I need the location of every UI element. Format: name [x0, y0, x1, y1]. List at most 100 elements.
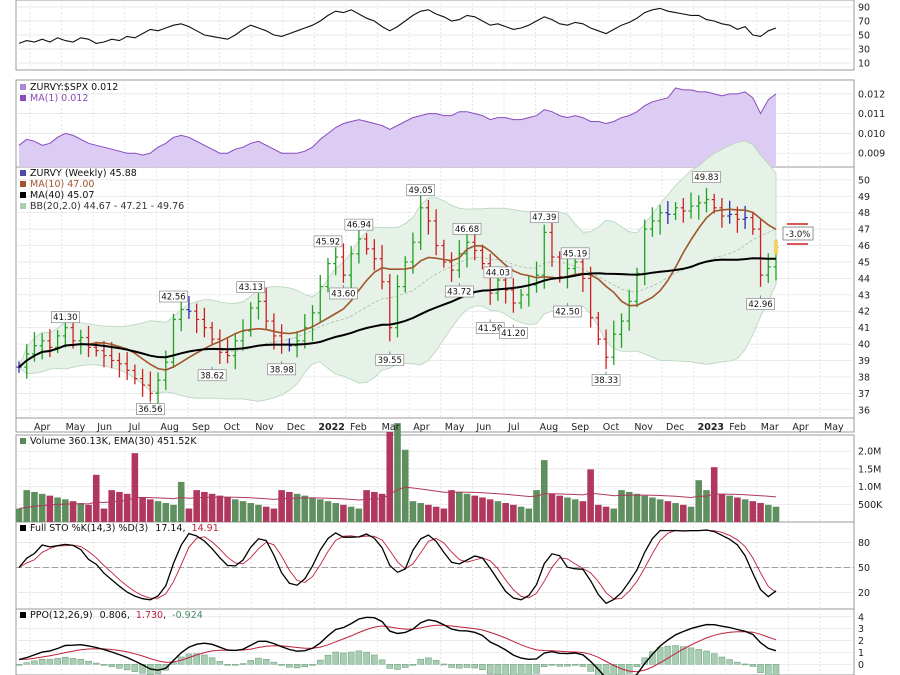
ppo-histogram-bar	[216, 661, 224, 665]
ppo-histogram-bar	[317, 659, 324, 665]
x-tick-label: Aug	[540, 422, 559, 433]
last-price-marker	[774, 240, 778, 255]
volume-bar	[231, 499, 239, 522]
ppo-histogram-bar	[347, 651, 355, 665]
ppo-histogram-bar	[425, 657, 432, 665]
volume-bar	[46, 495, 54, 522]
ppo-histogram-bar	[332, 651, 339, 665]
price-callout-box	[51, 311, 80, 324]
price-callout-box	[591, 374, 621, 386]
volume-bar	[510, 504, 517, 522]
top-axis-tick-label: 30	[858, 45, 870, 56]
volume-bar	[680, 504, 687, 522]
sto-axis-tick-label: 20	[858, 588, 870, 599]
ppo-histogram-bar	[131, 664, 139, 672]
volume-bar	[100, 508, 108, 522]
ppo-histogram-bar	[510, 664, 517, 675]
price-axis-tick-label: 40	[858, 340, 870, 351]
volume-bar	[409, 501, 417, 522]
price-axis-tick-label: 49	[858, 192, 870, 203]
price-axis-tick-label: 42	[858, 307, 870, 318]
volume-bar	[239, 501, 247, 522]
ppo-histogram-bar	[579, 664, 587, 667]
ppo-histogram-bar	[23, 662, 30, 665]
ppo-histogram-bar	[587, 664, 594, 672]
price-callout-label: 43.72	[447, 287, 471, 297]
ppo-histogram-bar	[340, 652, 347, 665]
x-tick-label: May	[66, 422, 86, 433]
volume-bar	[301, 495, 309, 522]
price-callout-label: 44.03	[486, 268, 510, 278]
ppo-histogram-bar	[224, 664, 231, 666]
price-callout-label: 42.96	[748, 300, 772, 310]
price-callout-label: 47.39	[532, 213, 556, 223]
price-callout-box	[444, 285, 474, 298]
price-legend: ZURVY (Weekly) 45.88 MA(10) 47.00 MA(40)…	[20, 168, 184, 212]
ppo-histogram-bar	[610, 664, 618, 675]
ppo-legend: PPO(12,26,9) 0.806, 1.730, -0.924	[20, 610, 203, 621]
volume-bar	[741, 499, 749, 522]
volume-bar	[85, 504, 92, 522]
volume-bar	[262, 506, 270, 522]
volume-bar	[54, 497, 61, 522]
volume-bar	[324, 501, 332, 522]
x-tick-label: Jul	[507, 422, 519, 433]
volume-bar	[340, 504, 347, 522]
volume-ema-line	[18, 486, 777, 509]
volume-bar	[633, 493, 641, 522]
volume-bar	[394, 423, 401, 522]
ppo-histogram-bar	[92, 662, 100, 665]
price-callout-label: 42.50	[555, 308, 579, 318]
ppo-histogram-bar	[363, 651, 370, 665]
ppo-histogram-bar	[664, 645, 672, 665]
ppo-histogram-bar	[533, 664, 540, 674]
volume-bar	[224, 497, 231, 522]
volume-bar	[556, 495, 564, 522]
volume-bar	[517, 506, 525, 522]
ppo-histogram-bar	[201, 654, 208, 665]
volume-axis-tick-label: 1.0M	[858, 482, 881, 493]
ppo-histogram-bar	[556, 664, 563, 667]
volume-bar	[734, 497, 741, 522]
volume-bar	[185, 508, 193, 522]
volume-axis-tick-label: 2.0M	[858, 447, 881, 458]
x-tick-label: Jul	[128, 422, 140, 433]
rs-axis-tick-label: 0.009	[858, 149, 885, 160]
ppo-histogram-bar	[232, 664, 239, 666]
volume-bar	[425, 504, 432, 522]
ppo-histogram-bar	[270, 661, 278, 665]
volume-bar	[764, 504, 772, 522]
ppo-histogram-bar	[54, 658, 61, 665]
price-callout-label: 49.05	[409, 186, 433, 196]
price-callout-box	[560, 247, 590, 260]
price-axis-tick-label: 37	[858, 389, 870, 400]
volume-bar	[286, 491, 293, 522]
volume-bar	[656, 499, 664, 522]
volume-bar	[625, 491, 633, 522]
ppo-histogram-bar	[625, 664, 633, 674]
price-axis-tick-label: 36	[858, 405, 870, 416]
ppo-histogram-bar	[15, 664, 23, 666]
ppo-histogram-bar	[46, 659, 54, 665]
price-callout-box	[375, 354, 405, 366]
ppo-histogram-bar	[409, 664, 417, 666]
top-indicator-layer	[18, 7, 777, 44]
top-axis-tick-label: 50	[858, 31, 870, 42]
price-callout-label: 43.60	[331, 289, 355, 299]
ppo-histogram-bar	[355, 650, 363, 665]
sto-legend-prefix: Full STO %K(14,3) %D(3)	[30, 523, 148, 534]
volume-bar	[595, 504, 602, 522]
top-axis-tick-label: 10	[858, 59, 870, 70]
ppo-histogram-bar	[687, 647, 695, 665]
ppo-hist-value: -0.924	[172, 610, 203, 621]
ppo-histogram-bar	[185, 653, 193, 665]
price-callout-box	[236, 281, 266, 293]
volume-bar	[587, 469, 594, 522]
rs-area	[19, 87, 776, 167]
volume-bar	[417, 503, 424, 522]
ppo-histogram-bar	[772, 664, 780, 675]
ppo-histogram-bar	[394, 664, 401, 670]
x-tick-label: Oct	[603, 422, 620, 433]
volume-bar	[571, 499, 579, 522]
ppo-axis-tick-label: 1	[858, 648, 864, 659]
